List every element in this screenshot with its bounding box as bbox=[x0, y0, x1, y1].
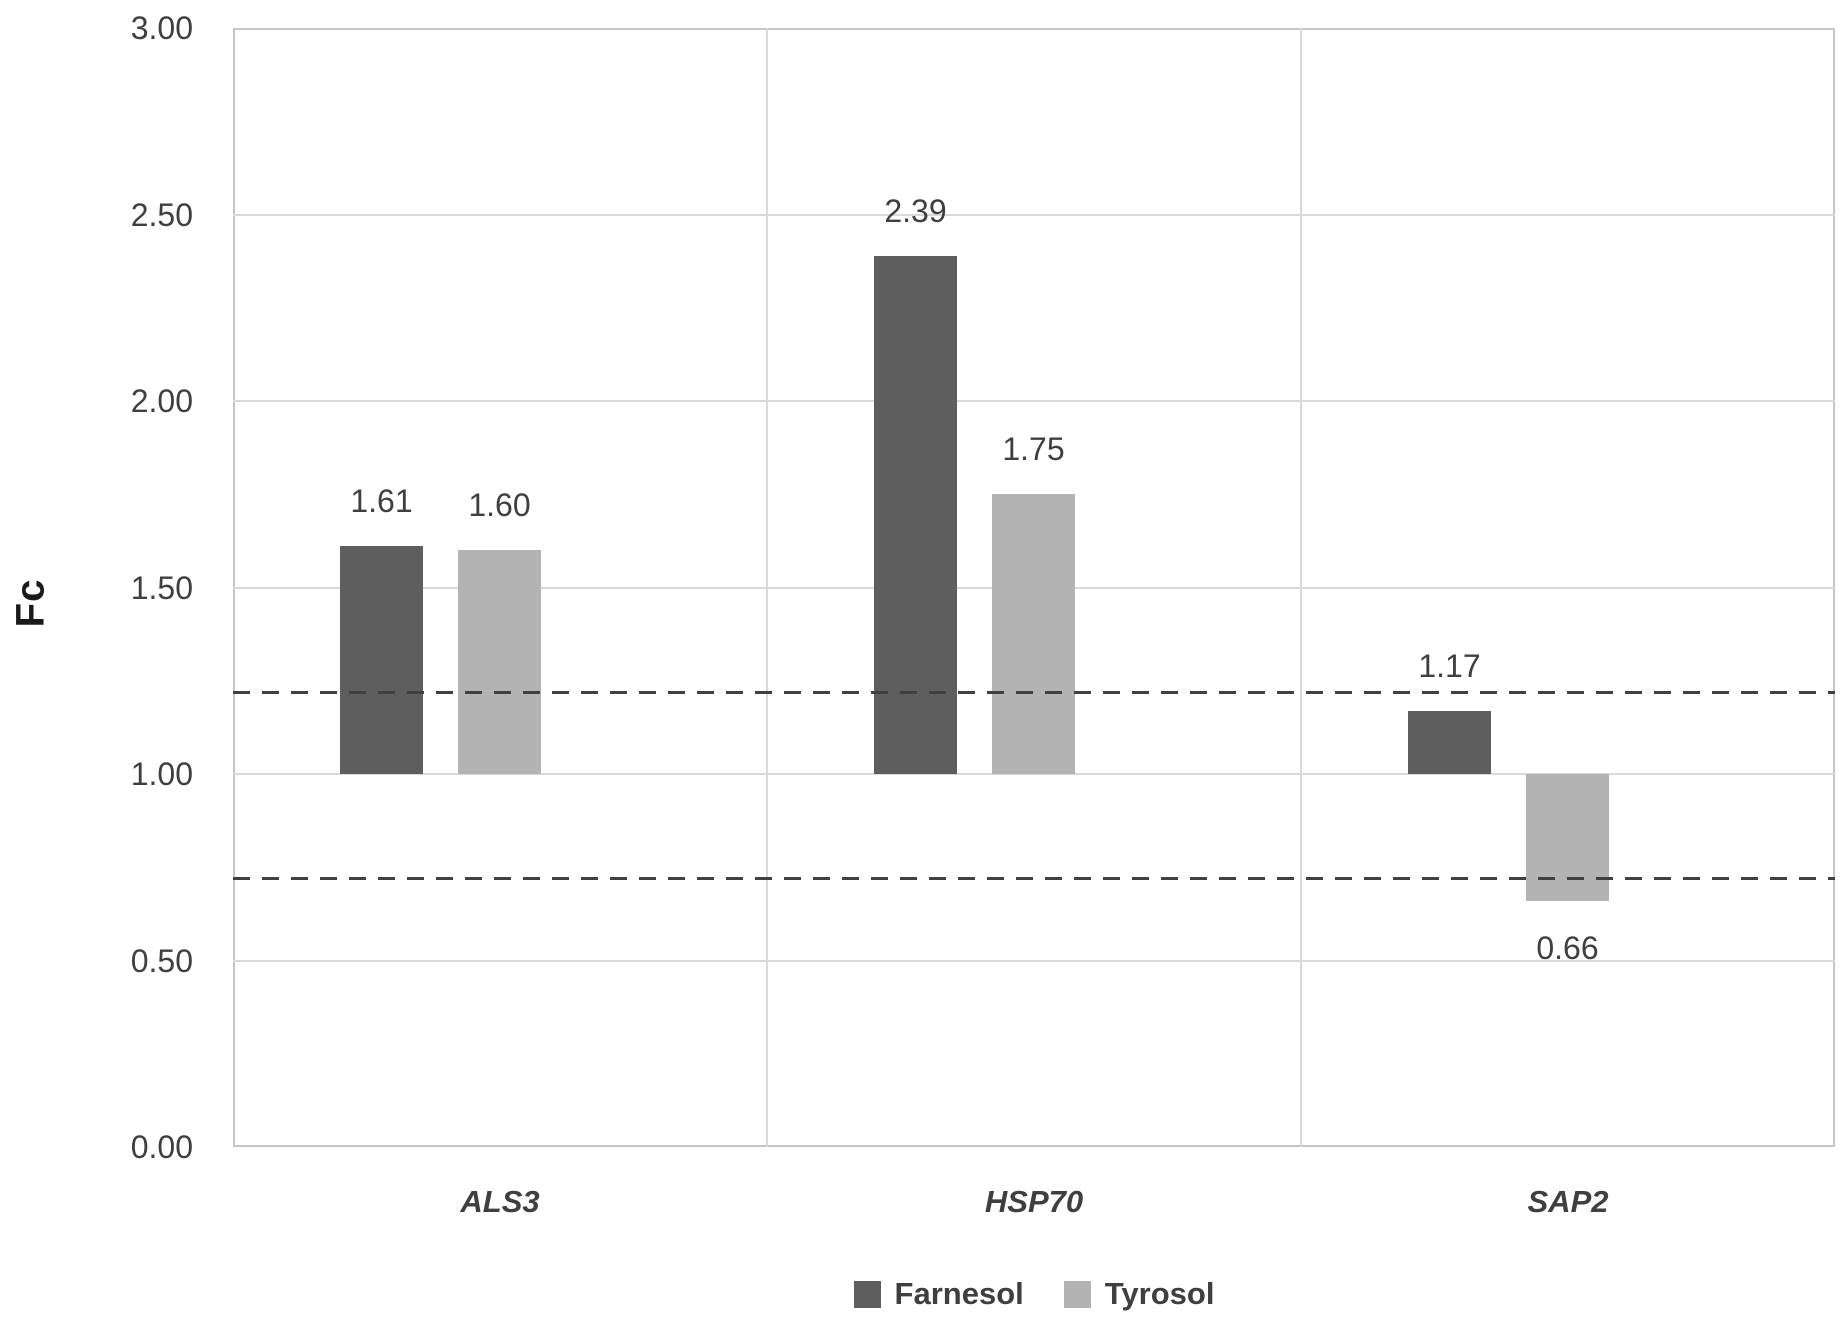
h-gridline bbox=[233, 213, 1835, 216]
bar-tyrosol-als3 bbox=[458, 550, 541, 774]
legend: Farnesol Tyrosol bbox=[233, 1272, 1835, 1316]
legend-item-tyrosol: Tyrosol bbox=[1063, 1276, 1215, 1312]
y-tick-label: 3.00 bbox=[130, 10, 193, 46]
value-label-farnesol-sap2: 1.17 bbox=[1418, 647, 1481, 684]
h-gridline bbox=[233, 400, 1835, 402]
legend-swatch-tyrosol bbox=[1063, 1280, 1091, 1308]
category-divider bbox=[1300, 28, 1302, 1147]
legend-label-farnesol: Farnesol bbox=[894, 1276, 1024, 1311]
y-tick-label: 2.00 bbox=[130, 383, 193, 419]
y-tick-label: 1.00 bbox=[130, 756, 193, 792]
value-label-tyrosol-sap2: 0.66 bbox=[1536, 929, 1599, 966]
bar-farnesol-hsp70 bbox=[874, 255, 957, 774]
x-category-label-sap2: SAP2 bbox=[1527, 1184, 1609, 1219]
y-tick-label: 2.50 bbox=[130, 196, 193, 233]
value-label-tyrosol-hsp70: 1.75 bbox=[1002, 431, 1065, 468]
h-gridline bbox=[233, 773, 1835, 775]
bar-tyrosol-sap2 bbox=[1526, 774, 1609, 901]
legend-swatch-farnesol bbox=[853, 1280, 881, 1308]
y-tick-label: 1.50 bbox=[130, 569, 193, 606]
bar-farnesol-sap2 bbox=[1408, 710, 1491, 774]
y-tick-label: 0.50 bbox=[130, 942, 193, 979]
h-gridline bbox=[233, 959, 1835, 962]
value-label-tyrosol-als3: 1.60 bbox=[468, 487, 531, 524]
category-divider bbox=[766, 28, 768, 1147]
bar-tyrosol-hsp70 bbox=[992, 494, 1075, 774]
threshold-line-lower bbox=[233, 877, 1835, 881]
value-label-farnesol-hsp70: 2.39 bbox=[884, 192, 947, 229]
bar-farnesol-als3 bbox=[340, 546, 423, 774]
threshold-line-upper bbox=[233, 690, 1835, 694]
plot-border-bottom bbox=[233, 1145, 1835, 1147]
x-category-label-hsp70: HSP70 bbox=[984, 1184, 1084, 1219]
plot-border-top bbox=[233, 28, 1835, 30]
legend-item-farnesol: Farnesol bbox=[853, 1276, 1024, 1312]
value-label-farnesol-als3: 1.61 bbox=[350, 483, 413, 520]
y-tick-label: 0.00 bbox=[130, 1129, 193, 1165]
x-category-label-als3: ALS3 bbox=[460, 1184, 540, 1219]
plot-area: 1.61 2.39 1.17 1.60 1.75 0.66 bbox=[233, 28, 1835, 1147]
legend-label-tyrosol: Tyrosol bbox=[1104, 1276, 1215, 1311]
